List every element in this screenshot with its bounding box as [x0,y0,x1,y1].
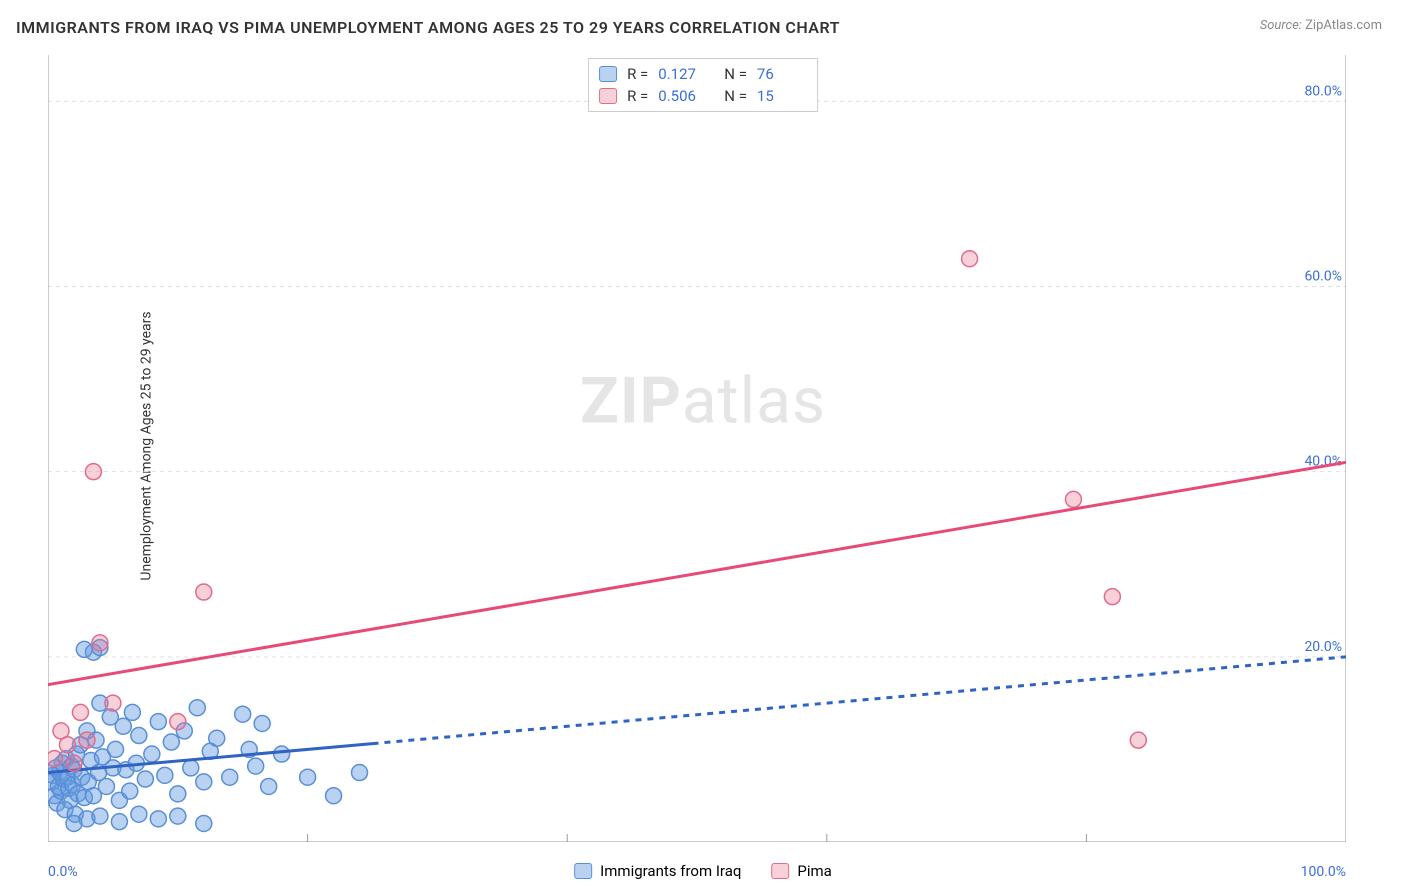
scatter-point [48,751,62,767]
scatter-point [72,704,88,720]
legend-swatch [771,863,789,879]
scatter-point [79,732,95,748]
scatter-point [66,755,82,771]
scatter-point [274,746,290,762]
scatter-point [196,815,212,831]
scatter-point [235,706,251,722]
correlation-legend: R = 0.127 N = 76 R = 0.506 N = 15 [588,58,818,112]
source-attribution: Source: ZipAtlas.com [1260,18,1382,33]
legend-n-label: N = [724,87,747,105]
scatter-point [300,769,316,785]
scatter-point [962,251,978,267]
scatter-point [122,783,138,799]
scatter-point [183,760,199,776]
scatter-point [131,806,147,822]
y-tick-label: 60.0% [1304,268,1342,284]
scatter-point [352,765,368,781]
scatter-point [111,814,127,830]
scatter-point [189,700,205,716]
scatter-point [326,788,342,804]
scatter-point [59,737,75,753]
scatter-point [98,778,114,794]
scatter-point [170,808,186,824]
scatter-point [254,715,270,731]
trend-line [48,462,1346,684]
source-label: Source: [1260,18,1302,33]
legend-n-value: 76 [757,65,807,83]
legend-item: Immigrants from Iraq [574,862,741,880]
scatter-point [1130,732,1146,748]
scatter-point [261,778,277,794]
legend-swatch [599,66,617,82]
scatter-point [131,728,147,744]
legend-row: R = 0.506 N = 15 [599,85,807,107]
legend-swatch [599,88,617,104]
scatter-point [92,635,108,651]
chart-title: IMMIGRANTS FROM IRAQ VS PIMA UNEMPLOYMEN… [16,18,840,37]
scatter-point [222,769,238,785]
y-tick-label: 80.0% [1304,83,1342,99]
chart-plot-area: 20.0%40.0%60.0%80.0% [48,55,1346,842]
scatter-point [209,730,225,746]
scatter-point [107,741,123,757]
scatter-point [92,808,108,824]
x-axis-max-label: 100.0% [1301,864,1346,880]
scatter-point [85,464,101,480]
legend-n-value: 15 [757,87,807,105]
scatter-point [150,811,166,827]
scatter-point [115,718,131,734]
scatter-point [150,714,166,730]
trend-line-dashed [373,657,1347,744]
legend-item: Pima [771,862,831,880]
legend-label: Immigrants from Iraq [600,862,741,880]
scatter-point [137,771,153,787]
scatter-point [157,767,173,783]
legend-r-value: 0.506 [658,87,708,105]
scatter-point [1065,491,1081,507]
scatter-point [144,746,160,762]
chart-svg: 20.0%40.0%60.0%80.0% [48,55,1346,842]
scatter-point [196,584,212,600]
scatter-point [170,714,186,730]
legend-n-label: N = [724,65,747,83]
legend-r-label: R = [627,65,648,83]
legend-swatch [574,863,592,879]
source-value: ZipAtlas.com [1305,18,1382,33]
scatter-point [124,704,140,720]
legend-r-label: R = [627,87,648,105]
legend-row: R = 0.127 N = 76 [599,63,807,85]
legend-label: Pima [797,862,831,880]
scatter-point [76,641,92,657]
scatter-point [170,786,186,802]
x-axis-min-label: 0.0% [48,864,78,880]
series-legend: Immigrants from Iraq Pima [574,862,832,880]
scatter-point [196,774,212,790]
scatter-point [163,734,179,750]
scatter-point [105,695,121,711]
scatter-point [248,758,264,774]
y-tick-label: 20.0% [1304,639,1342,655]
legend-r-value: 0.127 [658,65,708,83]
scatter-point [1104,589,1120,605]
